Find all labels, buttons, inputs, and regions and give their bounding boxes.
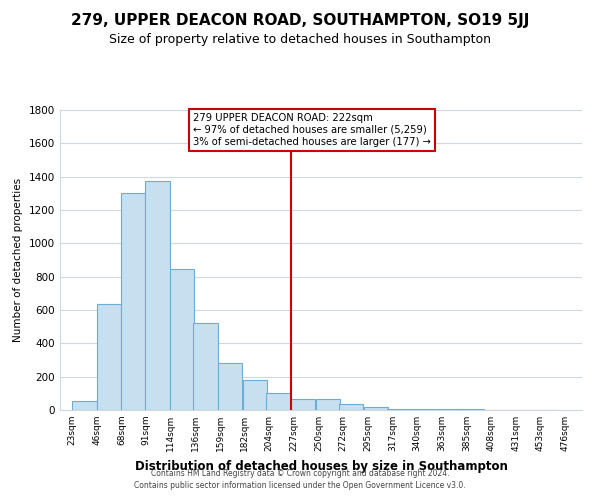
- Bar: [170, 269, 194, 410]
- Text: Contains HM Land Registry data © Crown copyright and database right 2024.: Contains HM Land Registry data © Crown c…: [151, 468, 449, 477]
- Bar: [412, 409, 436, 410]
- Bar: [243, 380, 267, 410]
- Bar: [364, 406, 388, 410]
- Bar: [339, 404, 364, 410]
- Bar: [316, 399, 340, 410]
- Bar: [387, 409, 412, 410]
- Bar: [121, 192, 145, 410]
- Text: Contains public sector information licensed under the Open Government Licence v3: Contains public sector information licen…: [134, 481, 466, 490]
- Bar: [437, 409, 461, 410]
- Bar: [266, 394, 290, 410]
- X-axis label: Distribution of detached houses by size in Southampton: Distribution of detached houses by size …: [134, 460, 508, 472]
- Bar: [218, 364, 242, 410]
- Bar: [460, 409, 484, 410]
- Text: 279, UPPER DEACON ROAD, SOUTHAMPTON, SO19 5JJ: 279, UPPER DEACON ROAD, SOUTHAMPTON, SO1…: [71, 12, 529, 28]
- Bar: [291, 399, 315, 410]
- Text: Size of property relative to detached houses in Southampton: Size of property relative to detached ho…: [109, 32, 491, 46]
- Y-axis label: Number of detached properties: Number of detached properties: [13, 178, 23, 342]
- Bar: [193, 322, 218, 410]
- Bar: [97, 304, 121, 410]
- Bar: [73, 401, 97, 410]
- Text: 279 UPPER DEACON ROAD: 222sqm
← 97% of detached houses are smaller (5,259)
3% of: 279 UPPER DEACON ROAD: 222sqm ← 97% of d…: [193, 114, 431, 146]
- Bar: [145, 181, 170, 410]
